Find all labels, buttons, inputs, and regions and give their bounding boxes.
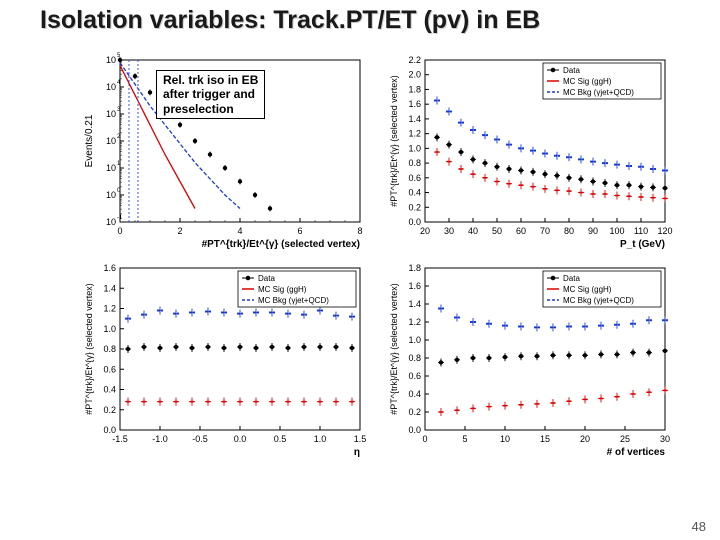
svg-text:100: 100 [609,226,624,236]
svg-text:#PT^{trk}/Et^{γ} (selected ver: #PT^{trk}/Et^{γ} (selected vertex) [84,283,94,415]
plot-bottom-left: 0.0 0.2 0.4 0.6 0.8 1.0 1.2 1.4 1.6 -1.5 -1.0 -0.5 0… [78,260,373,460]
svg-text:10: 10 [106,190,116,200]
svg-text:4: 4 [237,226,242,236]
svg-text:10: 10 [106,82,116,92]
svg-text:MC Bkg (γjet+QCD): MC Bkg (γjet+QCD) [258,296,329,305]
svg-text:5: 5 [462,434,467,444]
svg-text:2: 2 [177,226,182,236]
svg-text:0.6: 0.6 [103,364,116,374]
svg-text:#PT^{trk}/Et^{γ} (selected ver: #PT^{trk}/Et^{γ} (selected vertex) [202,239,360,250]
svg-text:80: 80 [564,226,574,236]
svg-text:0.8: 0.8 [103,344,116,354]
svg-text:30: 30 [444,226,454,236]
svg-text:MC Sig (ggH): MC Sig (ggH) [258,285,307,294]
svg-text:Data: Data [563,66,580,75]
svg-text:30: 30 [660,434,670,444]
svg-text:0.6: 0.6 [408,371,421,381]
svg-text:1.4: 1.4 [103,283,116,293]
svg-text:6: 6 [297,226,302,236]
svg-text:0.2: 0.2 [408,202,421,212]
svg-text:20: 20 [420,226,430,236]
svg-text:Data: Data [258,274,275,283]
svg-text:0.6: 0.6 [408,173,421,183]
svg-text:2.0: 2.0 [408,70,421,80]
annotation: Rel. trk iso in EB after trigger and pre… [156,70,265,119]
svg-text:-1.0: -1.0 [152,434,168,444]
svg-text:120: 120 [657,226,672,236]
svg-text:MC Sig (ggH): MC Sig (ggH) [563,77,612,86]
svg-text:1.6: 1.6 [103,263,116,273]
svg-text:1.4: 1.4 [408,299,421,309]
plot-grid: 10-110010110210310410502468#PT^{trk}/Et^… [78,52,678,460]
svg-text:# of vertices: # of vertices [607,447,666,458]
svg-text:25: 25 [620,434,630,444]
svg-text:1.8: 1.8 [408,84,421,94]
svg-text:70: 70 [540,226,550,236]
svg-text:1.2: 1.2 [408,317,421,327]
plot-top-right: 0.00.20.40.60.81.01.21.41.61.82.02.22030… [383,52,678,252]
svg-text:0.8: 0.8 [408,353,421,363]
svg-text:1.4: 1.4 [408,114,421,124]
svg-text:0.0: 0.0 [408,425,421,435]
svg-text:1.6: 1.6 [408,281,421,291]
svg-text:1.6: 1.6 [408,99,421,109]
svg-text:η: η [354,447,360,458]
svg-text:0: 0 [422,434,427,444]
svg-text:#PT^{trk}/Et^{γ} (selected ver: #PT^{trk}/Et^{γ} (selected vertex) [389,283,399,415]
svg-text:0.2: 0.2 [408,407,421,417]
svg-text:P_t (GeV): P_t (GeV) [620,239,665,250]
page-number: 48 [692,519,706,534]
svg-text:1.0: 1.0 [408,335,421,345]
svg-text:90: 90 [588,226,598,236]
svg-text:10: 10 [106,55,116,65]
svg-text:0.8: 0.8 [408,158,421,168]
svg-text:0.4: 0.4 [408,389,421,399]
svg-text:-1.5: -1.5 [112,434,128,444]
annotation-line2: after trigger and [163,87,255,101]
svg-text:1.2: 1.2 [103,304,116,314]
svg-text:0.0: 0.0 [234,434,247,444]
svg-text:1.2: 1.2 [408,129,421,139]
annotation-line1: Rel. trk iso in EB [163,73,258,87]
svg-text:10: 10 [106,163,116,173]
svg-text:20: 20 [580,434,590,444]
svg-text:1.0: 1.0 [314,434,327,444]
svg-text:MC Bkg (γjet+QCD): MC Bkg (γjet+QCD) [563,296,634,305]
plot-bottom-right: 0.0 0.2 0.4 0.6 0.8 1.0 1.2 1.4 1.6 1.8 0 5 10 15 20 25… [383,260,678,460]
svg-text:60: 60 [516,226,526,236]
svg-text:#PT^{trk}/Et^{γ} (selected ver: #PT^{trk}/Et^{γ} (selected vertex) [389,75,399,207]
annotation-line3: preselection [163,102,234,116]
svg-text:50: 50 [492,226,502,236]
svg-text:40: 40 [468,226,478,236]
svg-text:0.5: 0.5 [274,434,287,444]
svg-text:0.4: 0.4 [103,385,116,395]
svg-text:1.5: 1.5 [354,434,367,444]
svg-text:-0.5: -0.5 [192,434,208,444]
svg-text:1.0: 1.0 [103,324,116,334]
plot-top-left: 10-110010110210310410502468#PT^{trk}/Et^… [78,52,373,252]
svg-text:10: 10 [106,136,116,146]
svg-text:10: 10 [106,217,116,227]
svg-text:15: 15 [540,434,550,444]
svg-text:10: 10 [500,434,510,444]
svg-text:MC Sig (ggH): MC Sig (ggH) [563,285,612,294]
svg-text:Data: Data [563,274,580,283]
svg-text:0.2: 0.2 [103,405,116,415]
svg-text:MC Bkg (γjet+QCD): MC Bkg (γjet+QCD) [563,88,634,97]
svg-text:1.0: 1.0 [408,143,421,153]
svg-text:2.2: 2.2 [408,55,421,65]
svg-text:110: 110 [634,226,648,236]
svg-text:8: 8 [357,226,362,236]
slide-title: Isolation variables: Track.PT/ET (pv) in… [40,6,540,35]
svg-text:0.4: 0.4 [408,188,421,198]
svg-text:Events/0.21: Events/0.21 [84,114,95,167]
svg-text:10: 10 [106,109,116,119]
svg-text:1.8: 1.8 [408,263,421,273]
svg-text:0: 0 [117,226,122,236]
